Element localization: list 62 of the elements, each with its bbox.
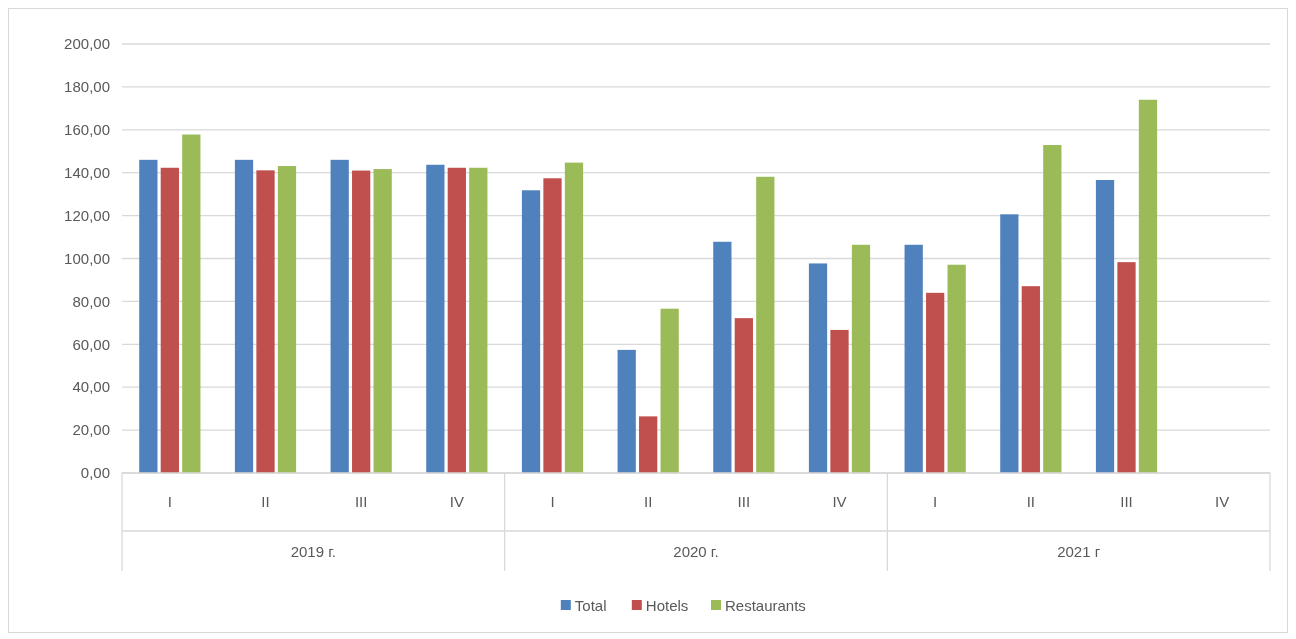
bar [808,263,828,473]
x-tick-label: III [737,493,751,510]
bar [469,167,488,473]
text: 2021 г [1057,543,1101,560]
bar [1095,179,1115,473]
bar [521,190,541,473]
y-tick-label: 0,00 [80,464,110,482]
bar [1000,214,1019,473]
bar [830,329,849,473]
bar [639,416,658,473]
y-tick-label: 60,00 [72,335,110,353]
bar [352,170,371,473]
x-tick-label: II [261,493,270,510]
bar [564,162,584,473]
bar [926,292,945,473]
bar [1138,99,1158,473]
y-tick-label: 140,00 [64,163,110,181]
bar [660,308,679,473]
y-tick-label: 120,00 [64,206,110,224]
text: 2020 г. [673,543,719,560]
x-tick-label: III [354,493,368,510]
bar [756,176,775,473]
y-tick-label: 20,00 [72,421,110,439]
legend-label: Total [574,597,607,615]
y-tick-label: 40,00 [72,378,110,396]
y-tick-label: 180,00 [64,78,110,96]
x-tick-label: I [550,493,555,510]
bar [256,170,275,473]
bar [734,318,753,473]
y-tick-label: 200,00 [64,35,110,53]
legend-label: Hotels [645,597,689,615]
bar [182,134,201,473]
x-tick-label: II [1026,493,1036,510]
bar [277,166,297,473]
x-tick-label: IV [1215,493,1230,510]
x-tick-label: II [643,493,653,510]
bar [947,264,966,473]
y-tick-label: 160,00 [64,121,110,139]
bar [617,349,636,473]
bar [713,241,732,473]
x-tick-label: I [167,493,172,510]
bar [139,159,158,473]
legend-label: Restaurants [725,597,806,615]
bar [234,159,254,473]
bar [1043,145,1062,473]
x-tick-label: III [1120,493,1133,510]
bar [373,169,392,473]
y-tick-label: 100,00 [64,249,110,267]
x-tick-label: IV [449,493,464,510]
bar [330,159,349,473]
bar [1117,262,1136,473]
bar [851,244,871,473]
bar [1021,286,1040,473]
bar [904,244,923,473]
bar [447,167,466,473]
bar [543,178,562,473]
text: 2019 г. [290,543,337,560]
y-tick-label: 80,00 [72,292,110,310]
bar [426,164,445,473]
x-tick-label: IV [832,493,847,510]
x-tick-label: I [933,493,938,510]
bar [160,167,179,473]
